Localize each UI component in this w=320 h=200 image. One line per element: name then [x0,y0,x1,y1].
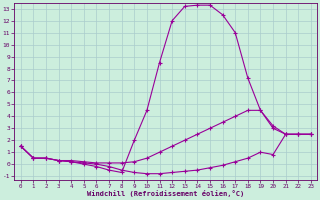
X-axis label: Windchill (Refroidissement éolien,°C): Windchill (Refroidissement éolien,°C) [87,190,244,197]
